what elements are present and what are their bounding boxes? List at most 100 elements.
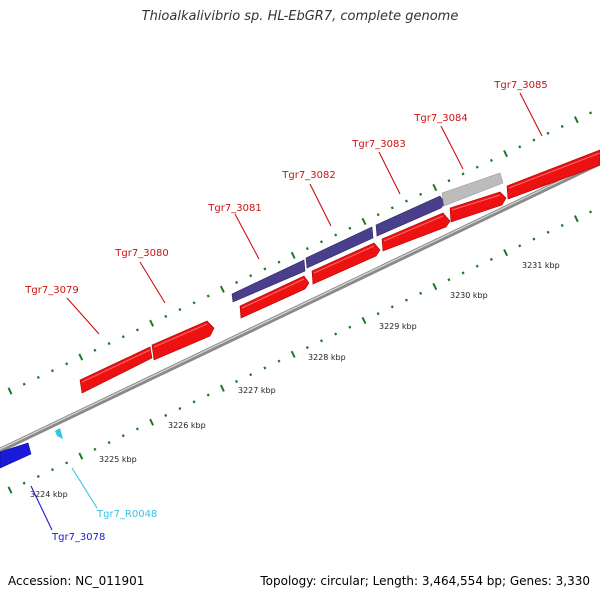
scale-label-3227: 3227 kbp xyxy=(238,386,276,395)
tick-mark xyxy=(518,145,522,149)
gene-tgr7-3083[interactable] xyxy=(381,212,451,252)
tick-mark xyxy=(305,346,309,350)
tick-mark xyxy=(65,461,69,465)
scale-label-3224: 3224 kbp xyxy=(30,490,68,499)
tick-mark xyxy=(404,199,408,203)
tick-mark xyxy=(461,271,465,275)
scale-label-3230: 3230 kbp xyxy=(450,291,488,300)
tick-mark xyxy=(589,111,593,115)
rna-label-leader xyxy=(71,467,98,509)
tick-mark xyxy=(78,452,84,460)
map-title: Thioalkalivibrio sp. HL-EbGR7, complete … xyxy=(141,9,459,24)
tick-mark xyxy=(447,179,451,183)
tick-mark xyxy=(219,384,225,392)
gene-tgr7-3079[interactable] xyxy=(79,346,153,394)
gene-tgr7-3078[interactable] xyxy=(0,442,32,469)
gene-tgr7-3085[interactable] xyxy=(506,149,600,200)
tick-mark xyxy=(432,282,438,291)
tick-mark xyxy=(290,350,296,358)
gene-tgr7-3084[interactable] xyxy=(449,191,507,223)
label-tgr7-3079: Tgr7_3079 xyxy=(24,285,78,296)
tick-mark xyxy=(149,418,155,426)
tick-mark xyxy=(573,215,579,223)
tick-mark xyxy=(475,264,479,268)
gene-tgr7-3081[interactable] xyxy=(239,275,310,319)
tick-mark xyxy=(334,233,338,237)
tick-mark xyxy=(319,339,324,343)
tick-mark xyxy=(164,314,168,318)
tick-mark xyxy=(107,440,111,445)
tick-mark xyxy=(348,226,352,230)
tick-mark xyxy=(235,280,239,285)
label-tgr7-3078: Tgr7_3078 xyxy=(51,532,105,543)
tick-mark xyxy=(235,379,239,384)
tick-mark xyxy=(532,237,536,241)
tick-mark xyxy=(93,348,97,352)
tick-mark xyxy=(390,206,394,210)
tick-mark xyxy=(432,183,438,192)
tick-mark xyxy=(348,325,352,329)
gene-label-leaders xyxy=(66,92,543,335)
accession-text: Accession: NC_011901 xyxy=(8,574,145,588)
topology-text: Topology: circular; Length: 3,464,554 bp… xyxy=(260,574,590,588)
tick-mark xyxy=(50,369,54,373)
label-tgr7-r0048: Tgr7_R0048 xyxy=(96,509,157,520)
gene-highlights xyxy=(81,152,600,383)
scale-label-3226: 3226 kbp xyxy=(168,421,206,430)
label-tgr7-3084: Tgr7_3084 xyxy=(413,113,467,124)
label-tgr7-3082: Tgr7_3082 xyxy=(281,170,335,181)
scale-label-3229: 3229 kbp xyxy=(379,322,417,331)
tick-mark xyxy=(135,427,139,431)
tick-mark xyxy=(107,341,111,346)
gene-tgr7-3084-upper[interactable] xyxy=(441,172,504,207)
tick-mark xyxy=(164,413,168,417)
tick-mark xyxy=(447,278,451,282)
tick-mark xyxy=(277,359,281,363)
tick-mark xyxy=(546,131,550,135)
scale-label-3228: 3228 kbp xyxy=(308,353,346,362)
tick-mark xyxy=(589,210,593,214)
tick-mark xyxy=(65,362,69,366)
tick-mark xyxy=(50,468,54,472)
gene-tgr7-3080[interactable] xyxy=(151,320,215,361)
tick-mark xyxy=(36,474,40,478)
genome-backbone xyxy=(0,160,600,453)
tick-mark xyxy=(334,332,338,336)
tick-mark xyxy=(7,387,13,395)
gene-tgr7-3082-upper[interactable] xyxy=(305,226,374,269)
scale-label-3225: 3225 kbp xyxy=(99,455,137,464)
tick-mark xyxy=(135,328,139,332)
tick-mark xyxy=(532,138,536,142)
gene-tgr7-3082[interactable] xyxy=(311,242,381,285)
tick-mark xyxy=(263,267,267,271)
tick-mark xyxy=(22,382,26,386)
tick-mark xyxy=(249,373,253,377)
rna-tgr7-r0048[interactable] xyxy=(55,428,63,439)
label-tgr7-3085: Tgr7_3085 xyxy=(493,80,547,91)
tick-mark xyxy=(404,298,408,302)
tick-mark xyxy=(192,400,196,404)
label-tgr7-3081: Tgr7_3081 xyxy=(207,203,261,214)
tick-mark xyxy=(376,312,380,316)
tick-mark xyxy=(461,172,465,176)
tick-mark xyxy=(78,353,84,361)
tick-mark xyxy=(277,260,281,264)
tick-mark xyxy=(573,116,579,124)
gene-tgr7-3081-upper[interactable] xyxy=(231,259,306,303)
tick-mark xyxy=(518,244,522,248)
tick-mark xyxy=(206,393,210,397)
tick-mark xyxy=(503,150,508,158)
tick-mark xyxy=(149,319,155,327)
tick-mark xyxy=(121,434,125,438)
tick-mark xyxy=(560,124,564,129)
tick-mark xyxy=(419,192,423,196)
tick-mark xyxy=(546,230,550,234)
gene-tgr7-3083-upper[interactable] xyxy=(375,195,446,237)
tick-mark xyxy=(93,447,97,451)
tick-mark xyxy=(361,217,367,226)
tick-mark xyxy=(263,366,267,370)
tick-mark xyxy=(419,291,423,295)
tick-mark xyxy=(475,165,479,169)
